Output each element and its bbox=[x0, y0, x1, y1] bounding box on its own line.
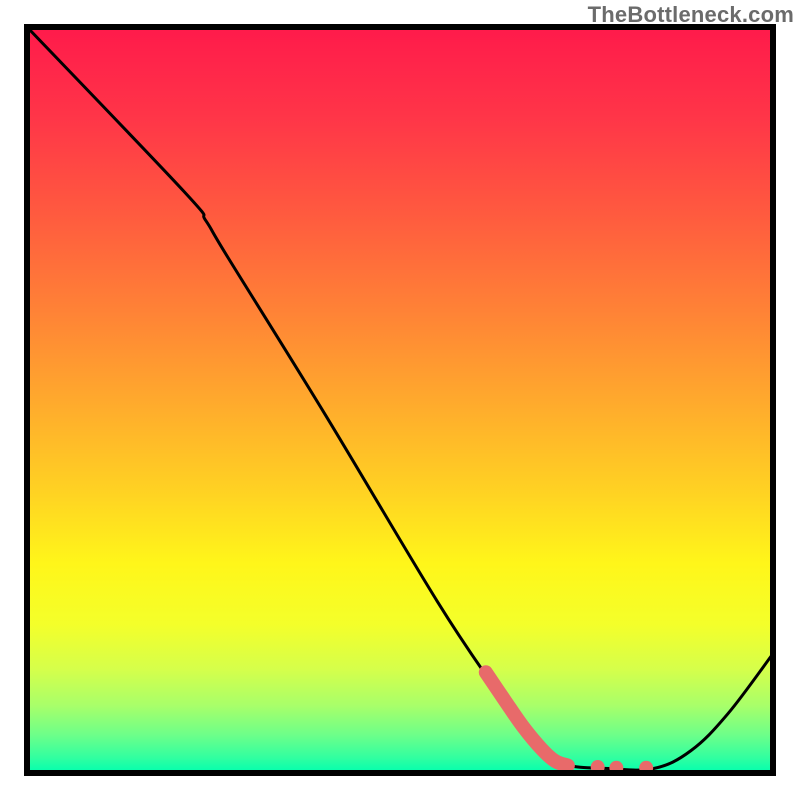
chart-container: TheBottleneck.com bbox=[0, 0, 800, 800]
bottleneck-chart bbox=[0, 0, 800, 800]
watermark-text: TheBottleneck.com bbox=[588, 2, 794, 28]
gradient-background bbox=[27, 27, 773, 773]
